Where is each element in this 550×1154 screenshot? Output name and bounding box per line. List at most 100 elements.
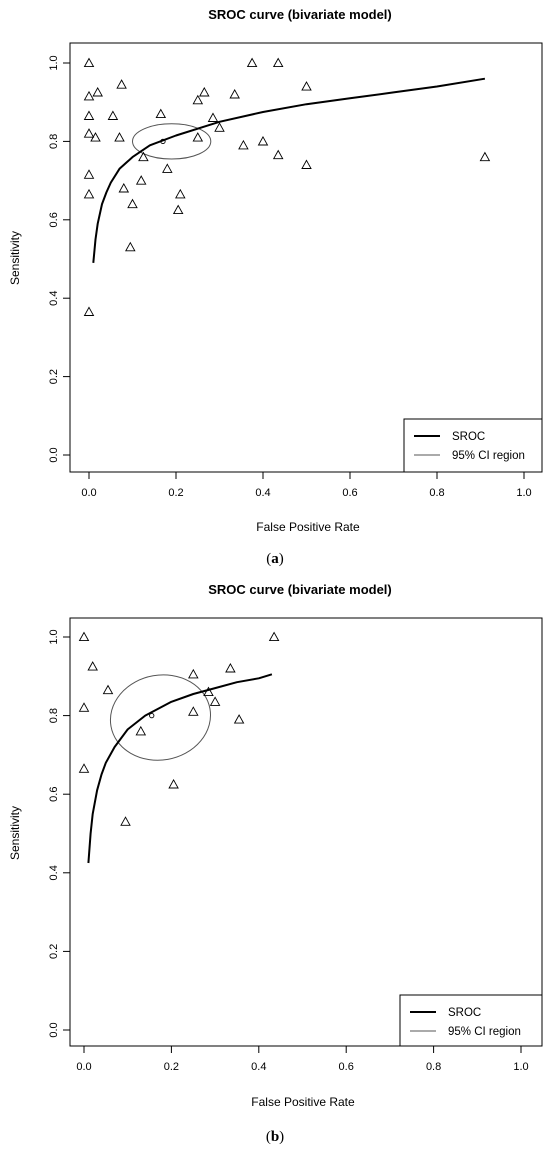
study-point-marker-a [301, 159, 312, 169]
chart-panel-b: SROC curve (bivariate model) 0.0 0.2 0.4 0.… [8, 582, 543, 1145]
study-point-marker-a [272, 57, 284, 68]
y-tick-label-b: 0.6 [48, 787, 60, 802]
study-point-marker-a [172, 204, 184, 215]
study-point-marker-a [83, 306, 95, 316]
x-axis-title-a: False Positive Rate [256, 520, 360, 534]
x-tick-label-b: 0.6 [339, 1061, 354, 1073]
study-point-marker-a [214, 122, 225, 132]
chart-title-b: SROC curve (bivariate model) [208, 582, 392, 597]
study-point-marker-a [127, 198, 138, 209]
study-points-a [83, 57, 491, 316]
study-point-marker-b [268, 631, 280, 642]
y-axis-title-b: Sensitivity [8, 806, 22, 860]
y-tick-label-b: 0.4 [48, 865, 60, 880]
legend-box-a [403, 418, 543, 473]
x-tick-label-b: 0.8 [426, 1061, 441, 1073]
study-point-marker-a [192, 94, 204, 105]
x-axis-a: 0.0 0.2 0.4 0.6 0.8 1.0 [81, 471, 532, 499]
chart-title-a: SROC curve (bivariate model) [208, 7, 392, 22]
x-tick-label-a: 0.4 [255, 487, 270, 499]
sroc-curve-layer-a [92, 77, 486, 263]
study-point-marker-b [102, 684, 114, 695]
study-point-marker-b [225, 662, 236, 673]
study-point-marker-a [83, 57, 95, 68]
x-tick-label-b: 0.0 [76, 1061, 91, 1073]
y-tick-label-b: 0.0 [48, 1022, 60, 1037]
study-point-marker-a [301, 81, 312, 91]
y-tick-label-a: 0.2 [48, 369, 60, 384]
study-point-marker-a [83, 110, 95, 120]
y-axis-title-a: Sensitivity [8, 231, 22, 285]
legend-sroc-label-b: SROC [448, 1007, 481, 1019]
legend-ci-label-b: 95% CI region [448, 1026, 521, 1038]
study-point-marker-b [78, 631, 90, 642]
ci-region-layer-b [109, 674, 212, 761]
caption-letter-a: a [271, 551, 279, 567]
summary-point-layer-b [149, 712, 155, 719]
study-point-marker-b [78, 702, 90, 712]
y-tick-label-a: 0.8 [48, 134, 60, 149]
x-axis-title-b: False Positive Rate [251, 1095, 355, 1109]
x-tick-label-a: 0.2 [168, 487, 183, 499]
sroc-curve-a [92, 77, 486, 263]
caption-a: (a) [266, 551, 284, 567]
y-axis-b: 0.0 0.2 0.4 0.6 0.8 1.0 [48, 629, 71, 1038]
ci-region-layer-a [132, 123, 212, 160]
study-point-marker-b [188, 706, 199, 716]
y-tick-label-b: 0.8 [48, 708, 60, 723]
x-tick-label-b: 0.4 [251, 1061, 266, 1073]
study-point-marker-a [257, 135, 269, 146]
y-tick-label-a: 0.4 [48, 291, 60, 306]
study-point-marker-a [114, 132, 125, 142]
study-point-marker-a [138, 151, 149, 162]
study-point-marker-a [199, 86, 210, 97]
summary-point-a [160, 138, 166, 145]
study-point-marker-a [125, 241, 136, 252]
x-axis-b: 0.0 0.2 0.4 0.6 0.8 1.0 [76, 1045, 529, 1073]
legend-ci-label-a: 95% CI region [452, 450, 525, 462]
legend-a: SROC 95% CI region [403, 418, 543, 473]
y-tick-label-a: 0.6 [48, 212, 60, 227]
x-tick-label-a: 0.6 [342, 487, 357, 499]
study-point-marker-b [78, 763, 90, 773]
legend-sroc-label-a: SROC [452, 431, 485, 443]
y-tick-label-a: 0.0 [48, 447, 60, 462]
study-point-marker-a [229, 88, 240, 99]
sroc-curve-b [87, 673, 273, 864]
study-point-marker-a [83, 90, 95, 101]
study-point-marker-a [192, 132, 204, 142]
study-point-marker-a [90, 132, 101, 142]
caption-letter-b: b [271, 1129, 279, 1145]
y-tick-label-a: 1.0 [48, 55, 60, 70]
study-point-marker-b [135, 725, 147, 736]
study-points-b [78, 631, 280, 826]
study-point-marker-b [209, 696, 221, 706]
summary-point-layer-a [160, 138, 166, 145]
study-point-marker-a [207, 112, 219, 122]
x-tick-label-a: 0.8 [429, 487, 444, 499]
y-tick-label-b: 1.0 [48, 629, 60, 644]
chart-panel-a: SROC curve (bivariate model) 0.0 0.2 0.4 0.… [8, 7, 543, 567]
study-point-marker-a [83, 128, 95, 138]
x-tick-label-b: 0.2 [164, 1061, 179, 1073]
study-point-marker-a [162, 163, 173, 173]
study-point-marker-a [107, 110, 119, 120]
ci-region-ellipse-a [132, 123, 212, 160]
legend-b: SROC 95% CI region [399, 994, 543, 1047]
study-point-marker-a [155, 108, 167, 119]
study-point-marker-b [188, 668, 199, 679]
x-tick-label-a: 0.0 [81, 487, 96, 499]
y-tick-label-b: 0.2 [48, 944, 60, 959]
legend-box-b [399, 994, 543, 1047]
study-point-marker-b [233, 714, 245, 724]
study-point-marker-a [175, 188, 186, 199]
x-tick-label-b: 1.0 [513, 1061, 528, 1073]
study-point-marker-a [238, 139, 249, 150]
y-axis-a: 0.0 0.2 0.4 0.6 0.8 1.0 [48, 55, 71, 463]
summary-point-b [149, 712, 155, 719]
caption-b: (b) [266, 1129, 284, 1145]
plot-frame-b [69, 617, 543, 1047]
study-point-marker-a [246, 57, 258, 68]
study-point-marker-a [116, 79, 127, 89]
